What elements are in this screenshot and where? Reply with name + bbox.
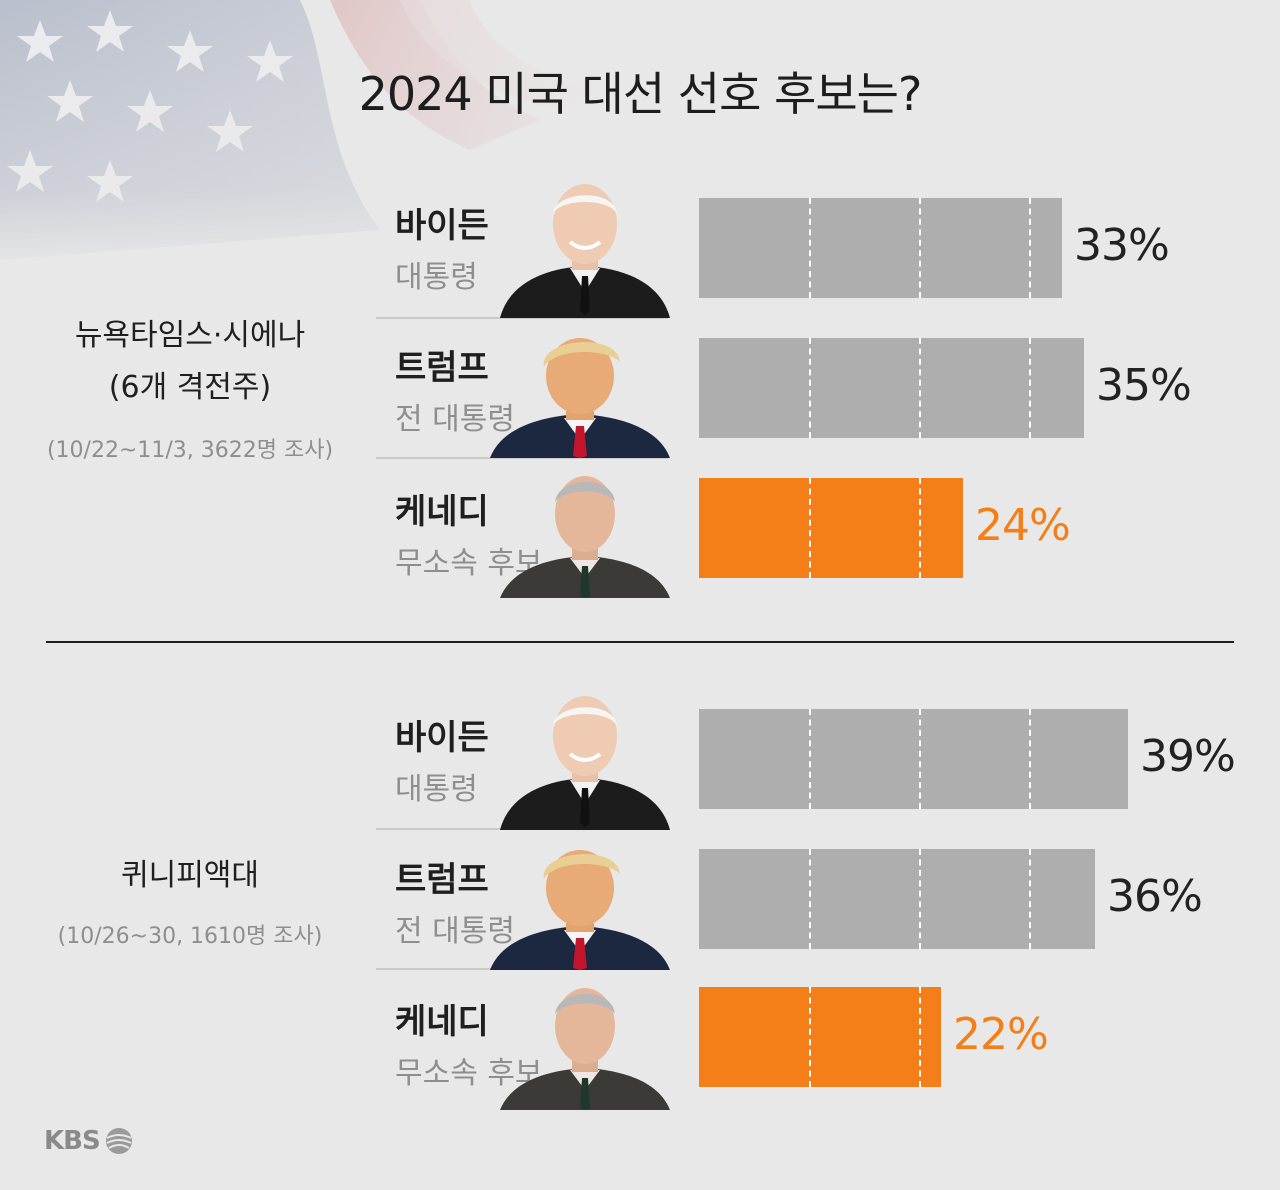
candidate-name-trump: 트럼프 <box>395 348 489 388</box>
biden-portrait <box>500 696 670 830</box>
survey-2-name: 퀴니피액대 <box>121 858 259 893</box>
bar-gridline <box>919 987 921 1087</box>
kennedy-portrait <box>500 476 670 598</box>
logo-text: KBS <box>44 1126 101 1156</box>
candidate-role-trump: 전 대통령 <box>395 914 515 949</box>
bar-biden <box>699 198 1062 298</box>
kbs-emblem-icon <box>105 1128 132 1154</box>
kennedy-portrait <box>500 988 670 1110</box>
bar-trump <box>699 849 1095 949</box>
bar-gridline <box>1029 849 1031 949</box>
bar-trump <box>699 338 1084 438</box>
value-label-biden: 39% <box>1140 731 1236 782</box>
bar-gridline <box>809 709 811 809</box>
kbs-logo: KBS <box>44 1126 134 1156</box>
row-separator <box>376 317 668 319</box>
candidate-name-biden: 바이든 <box>395 718 489 758</box>
value-label-kennedy: 24% <box>975 500 1071 551</box>
bar-gridline <box>919 198 921 298</box>
bar-gridline <box>919 338 921 438</box>
survey-1-name: 뉴욕타임스·시에나 <box>74 318 306 353</box>
candidate-name-kennedy: 케네디 <box>395 1002 489 1042</box>
value-label-kennedy: 22% <box>953 1009 1049 1060</box>
candidate-role-kennedy: 무소속 후보 <box>395 546 543 581</box>
us-flag-background <box>0 0 620 270</box>
survey-1-period: (10/22~11/3, 3622명 조사) <box>46 438 334 463</box>
biden-portrait <box>500 184 670 318</box>
bar-kennedy <box>699 987 941 1087</box>
bar-gridline <box>1029 338 1031 438</box>
survey-1-detail: (6개 격전주) <box>108 370 272 405</box>
candidate-role-biden: 대통령 <box>395 772 478 807</box>
bar-gridline <box>919 709 921 809</box>
candidate-role-trump: 전 대통령 <box>395 402 515 437</box>
value-label-trump: 36% <box>1107 871 1203 922</box>
value-label-biden: 33% <box>1074 220 1170 271</box>
bar-gridline <box>809 338 811 438</box>
bar-gridline <box>919 478 921 578</box>
bar-kennedy <box>699 478 963 578</box>
page-title: 2024 미국 대선 선호 후보는? <box>358 67 923 121</box>
row-separator <box>376 457 668 459</box>
candidate-name-trump: 트럼프 <box>395 860 489 900</box>
bar-gridline <box>809 849 811 949</box>
bar-gridline <box>919 849 921 949</box>
candidate-role-biden: 대통령 <box>395 260 478 295</box>
bar-gridline <box>1029 709 1031 809</box>
value-label-trump: 35% <box>1096 360 1192 411</box>
bar-biden <box>699 709 1128 809</box>
candidate-role-kennedy: 무소속 후보 <box>395 1056 543 1091</box>
bar-gridline <box>809 198 811 298</box>
bar-gridline <box>809 478 811 578</box>
trump-portrait <box>490 850 670 970</box>
survey-2-period: (10/26~30, 1610명 조사) <box>57 924 323 949</box>
candidate-name-biden: 바이든 <box>395 206 489 246</box>
trump-portrait <box>490 338 670 458</box>
candidate-name-kennedy: 케네디 <box>395 492 489 532</box>
bar-gridline <box>1029 198 1031 298</box>
bar-gridline <box>809 987 811 1087</box>
section-divider <box>46 641 1234 643</box>
